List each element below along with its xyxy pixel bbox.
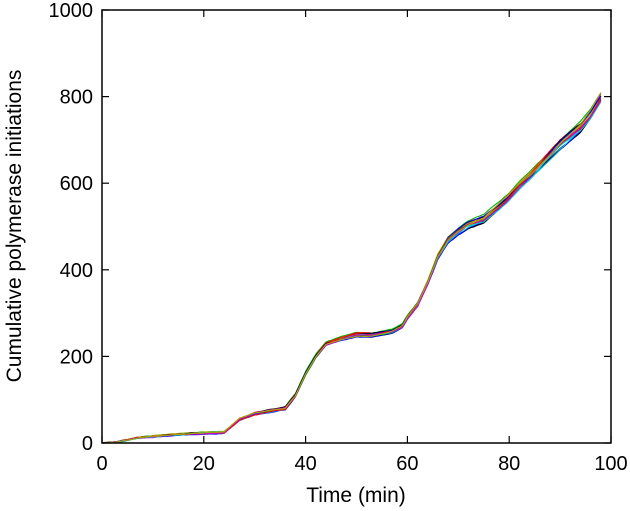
trajectory-lines: [101, 92, 602, 444]
y-tick-label: 0: [82, 433, 93, 455]
x-tick-label: 100: [594, 453, 627, 475]
plot-background: [102, 10, 611, 443]
y-tick-label: 400: [60, 260, 93, 282]
trajectory-line: [102, 92, 602, 444]
x-tick-label: 20: [193, 453, 215, 475]
y-tick-label: 200: [60, 346, 93, 368]
x-axis-label: Time (min): [306, 484, 406, 507]
y-tick-label: 800: [60, 87, 93, 109]
y-tick-label: 600: [60, 173, 93, 195]
x-tick-label: 0: [96, 453, 107, 475]
x-tick-label: 60: [396, 453, 418, 475]
plot-frame: [101, 9, 612, 444]
x-tick-label: 80: [498, 453, 520, 475]
y-tick-label: 1000: [49, 0, 94, 22]
x-tick-label: 40: [294, 453, 316, 475]
y-axis-label: Cumulative polymerase initiations: [3, 70, 26, 383]
